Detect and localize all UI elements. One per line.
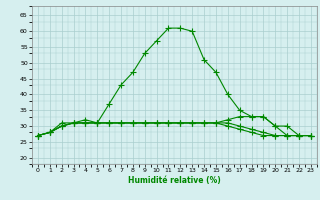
X-axis label: Humidité relative (%): Humidité relative (%) [128, 176, 221, 185]
